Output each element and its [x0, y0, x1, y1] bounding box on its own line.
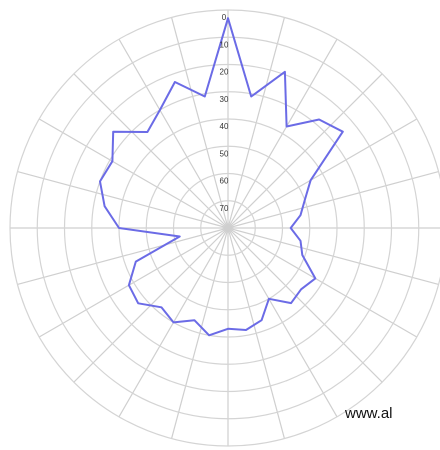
- grid-ring: [145, 145, 311, 311]
- plot: [99, 17, 344, 337]
- watermark: www.al: [344, 405, 393, 422]
- r-tick-label: 50: [220, 149, 229, 158]
- grid-ring: [63, 63, 393, 393]
- r-tick-label: 0: [222, 13, 227, 22]
- r-tick-label: 40: [220, 122, 229, 131]
- r-tick-label: 70: [220, 204, 229, 213]
- r-tick-label: 60: [220, 177, 229, 186]
- grid-ring: [36, 36, 420, 420]
- grid-ring: [9, 9, 440, 447]
- r-tick-label: 30: [220, 95, 229, 104]
- grid-ring: [200, 200, 256, 256]
- r-tick-label: 20: [220, 68, 229, 77]
- r-tick-label: 10: [220, 40, 229, 49]
- grid-ring: [91, 91, 365, 365]
- polar-line: [99, 17, 344, 337]
- polar-grid: [9, 9, 440, 447]
- grid-ring: [172, 172, 284, 284]
- tick-labels: 0 10 20 30 40 50 60 70: [220, 13, 229, 213]
